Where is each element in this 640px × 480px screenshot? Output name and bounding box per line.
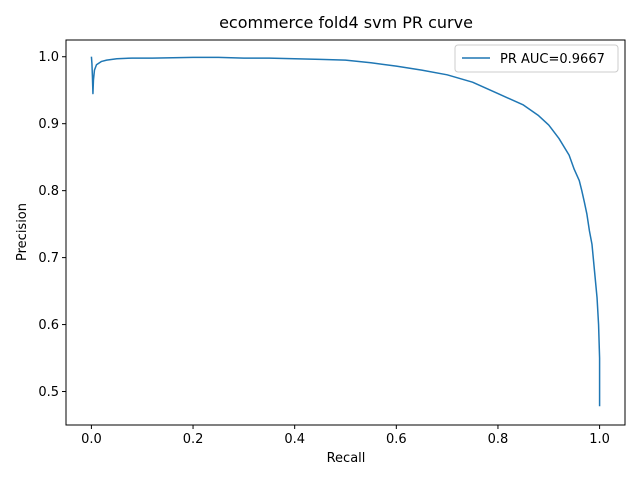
pr-curve-line — [90, 56, 601, 407]
y-tick-label: 0.5 — [38, 385, 59, 400]
y-tick-label: 0.6 — [38, 318, 59, 333]
legend: PR AUC=0.9667 — [454, 44, 619, 73]
x-tick-label: 0.0 — [81, 432, 102, 447]
x-axis-label: Recall — [327, 451, 366, 466]
x-tick-label: 0.8 — [488, 432, 509, 447]
plot-frame — [65, 39, 626, 426]
legend-box — [454, 44, 619, 73]
y-tick-label: 1.0 — [38, 50, 59, 65]
plot-area — [66, 40, 625, 425]
x-tick-label: 0.2 — [183, 432, 204, 447]
x-tick-label: 1.0 — [589, 432, 610, 447]
legend-label: PR AUC=0.9667 — [500, 52, 605, 67]
y-tick-label: 0.9 — [38, 117, 59, 132]
x-axis-ticks: 0.0 0.2 0.4 0.6 0.8 1.0 — [81, 425, 610, 447]
x-tick-label: 0.6 — [386, 432, 407, 447]
y-axis-ticks: 0.5 0.6 0.7 0.8 0.9 1.0 — [38, 50, 66, 400]
y-tick-label: 0.8 — [38, 184, 59, 199]
y-axis-label: Precision — [15, 203, 30, 261]
x-tick-label: 0.4 — [284, 432, 305, 447]
chart-title: ecommerce fold4 svm PR curve — [219, 13, 473, 32]
y-tick-label: 0.7 — [38, 251, 59, 266]
